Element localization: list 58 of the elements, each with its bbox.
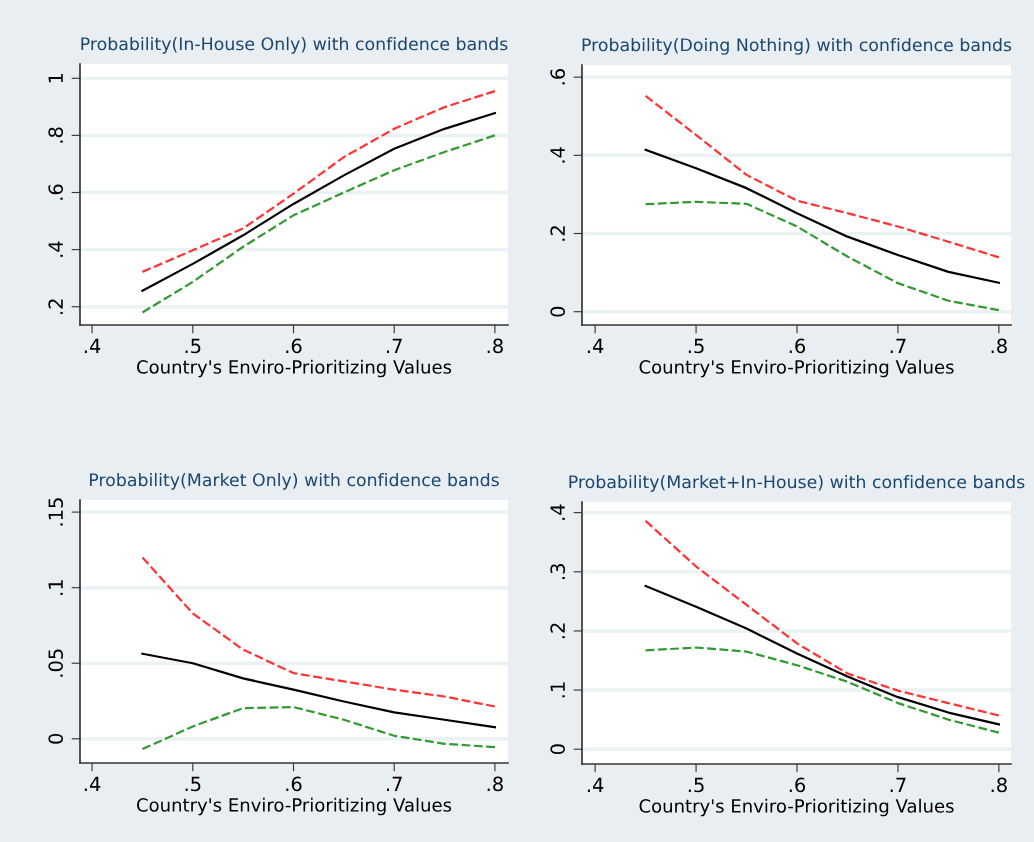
line-series — [141, 652, 497, 729]
x-tick-label: .4 — [84, 776, 101, 791]
line-series — [644, 519, 1000, 717]
y-tick-label: .15 — [48, 498, 64, 526]
x-tick-label: .5 — [688, 777, 704, 793]
x-tick-label: .7 — [890, 777, 906, 792]
x-tick-label: .4 — [587, 338, 604, 353]
line-series — [644, 94, 1000, 259]
x-tick-label: .6 — [286, 776, 302, 792]
x-tick-label: .8 — [487, 776, 503, 792]
x-axis-title: Country's Enviro-Prioritizing Values — [137, 797, 452, 816]
x-tick-label: .6 — [789, 338, 806, 354]
y-tick-label: .6 — [48, 184, 64, 200]
y-tick-label: .2 — [550, 623, 565, 639]
y-tick-label: .3 — [550, 564, 566, 579]
x-tick-label: .7 — [890, 338, 906, 353]
y-tick-label: 0 — [48, 733, 64, 744]
y-tick-label: .4 — [550, 147, 565, 163]
x-tick-label: .6 — [789, 777, 806, 793]
line-series — [644, 584, 1000, 726]
x-axis-title: Country's Enviro-Prioritizing Values — [137, 359, 452, 378]
x-tick-label: .6 — [286, 338, 302, 354]
line-series — [141, 112, 497, 292]
y-tick-label: .4 — [48, 241, 63, 257]
line-series — [644, 646, 1000, 734]
x-tick-label: .7 — [387, 338, 402, 353]
x-axis-title: Country's Enviro-Prioritizing Values — [639, 359, 954, 378]
x-tick-label: .7 — [387, 776, 402, 791]
x-tick-label: .8 — [991, 338, 1007, 354]
chart-title: Probability(Doing Nothing) with confidence bands — [582, 37, 1012, 55]
y-tick-label: 1 — [48, 73, 63, 83]
y-tick-label: .4 — [550, 504, 565, 520]
line-series — [141, 556, 497, 708]
y-tick-label: 0 — [550, 744, 566, 755]
chart-title: Probability(Market Only) with confidence bands — [89, 472, 499, 490]
chart-title: Probability(In-House Only) with confidence bands — [81, 36, 508, 54]
y-tick-label: 0 — [550, 306, 566, 317]
line-series — [141, 134, 497, 314]
chart-title: Probability(Market+In-House) with confidence bands — [569, 474, 1025, 492]
y-tick-label: .1 — [550, 682, 565, 698]
y-tick-label: .2 — [550, 226, 565, 241]
y-tick-label: .2 — [48, 299, 63, 314]
x-tick-label: .5 — [185, 338, 201, 354]
line-series — [141, 705, 497, 751]
y-tick-label: .05 — [48, 649, 64, 677]
line-series — [644, 148, 1000, 284]
x-tick-label: .8 — [991, 777, 1007, 793]
x-axis-title: Country's Enviro-Prioritizing Values — [639, 798, 954, 817]
line-series — [644, 200, 1000, 312]
y-tick-label: .8 — [48, 127, 64, 143]
x-tick-label: .5 — [688, 338, 704, 354]
x-tick-label: .4 — [84, 338, 101, 353]
y-tick-label: .1 — [48, 580, 63, 595]
x-tick-label: .4 — [587, 777, 604, 792]
line-series — [141, 90, 497, 273]
x-tick-label: .5 — [185, 776, 201, 792]
y-tick-label: .6 — [550, 69, 566, 85]
x-tick-label: .8 — [487, 338, 503, 354]
